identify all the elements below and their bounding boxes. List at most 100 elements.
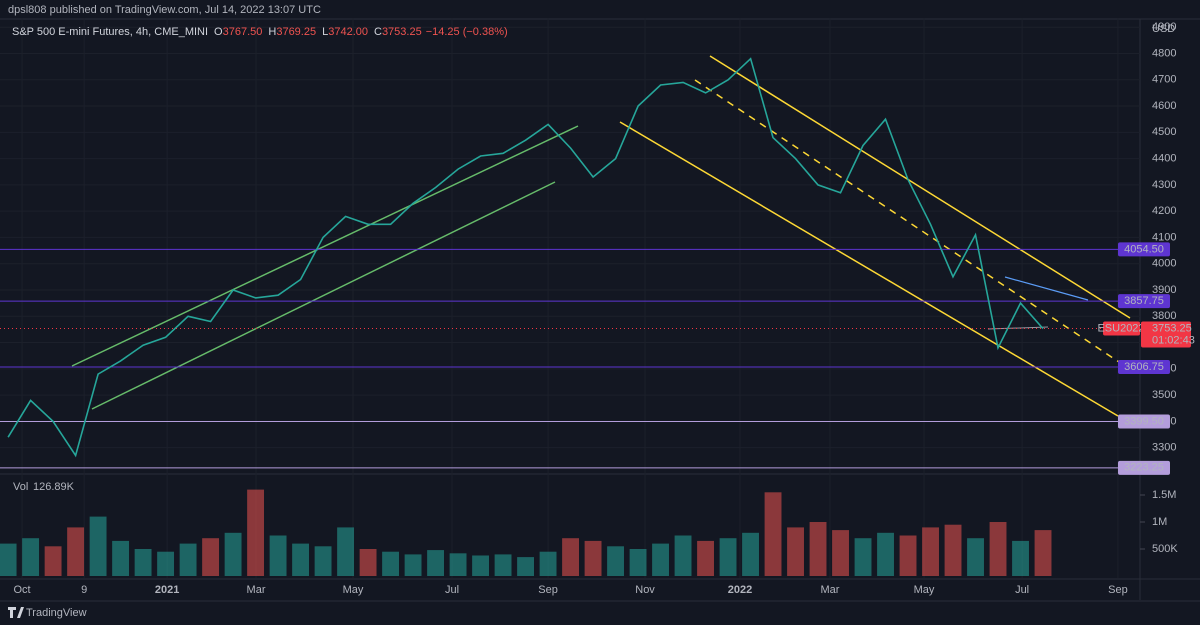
volume-bar	[1034, 530, 1052, 576]
x-tick-label: 2022	[728, 584, 752, 596]
volume-bar	[494, 554, 512, 576]
volume-tick-label: 1.5M	[1152, 489, 1176, 501]
legend-item: 3769.25	[276, 26, 316, 38]
volume-bar	[359, 549, 377, 576]
volume-bar	[922, 527, 939, 576]
wedge-line	[1004, 276, 1089, 301]
volume-bar	[0, 543, 17, 576]
volume-bar	[292, 543, 310, 576]
volume-bar	[112, 540, 130, 576]
volume-title: Vol	[13, 481, 28, 493]
volume-bar	[584, 540, 602, 576]
level-label: 3606.75	[1124, 361, 1164, 373]
y-tick-label: 4000	[1152, 258, 1176, 270]
level-tag	[1118, 414, 1170, 429]
legend: S&P 500 E-mini Futures, 4h, CME_MINI O376…	[12, 26, 508, 38]
legend-item: −14.25 (−0.38%)	[426, 26, 508, 38]
volume-bar	[742, 532, 759, 576]
volume-bar	[989, 522, 1007, 576]
volume-bar	[967, 538, 984, 576]
channel-line	[71, 125, 579, 367]
volume-bar	[652, 543, 669, 576]
volume-bar	[719, 538, 737, 576]
volume-bar	[224, 532, 242, 576]
countdown: 01:02:43	[1152, 334, 1195, 346]
volume-bar	[314, 546, 332, 576]
marks: 3300340035003600370038003900400041004200…	[0, 21, 1195, 596]
legend-item: 3753.25	[382, 26, 422, 38]
level-tag	[1118, 294, 1170, 309]
legend-item: S&P 500 E-mini Futures, 4h, CME_MINI	[12, 26, 208, 38]
volume-bar	[472, 555, 490, 576]
y-tick-label: 3900	[1152, 284, 1176, 296]
volume-bar	[202, 538, 220, 576]
volume-tick-label: 500K	[1152, 543, 1178, 555]
x-tick-label: 9	[81, 584, 87, 596]
volume-bar	[382, 551, 400, 576]
x-tick-label: Jul	[1015, 584, 1029, 596]
x-tick-label: Sep	[1108, 584, 1128, 596]
x-tick-label: Nov	[635, 584, 655, 596]
y-tick-label: 4400	[1152, 152, 1176, 164]
legend-item: H	[268, 26, 276, 38]
volume-bar	[899, 535, 917, 576]
volume-bar	[337, 527, 355, 576]
volume-bar	[22, 538, 40, 576]
legend-item: 3767.50	[223, 26, 263, 38]
y-tick-label: 4200	[1152, 205, 1176, 217]
volume-bar	[89, 516, 107, 576]
volume-tick-label: 1M	[1152, 516, 1167, 528]
volume-bar	[607, 546, 624, 576]
currency: USD	[1152, 23, 1175, 35]
volume-bar	[877, 532, 894, 576]
y-tick-label: 4700	[1152, 74, 1176, 86]
volume-bar	[517, 557, 535, 576]
volume-bar	[809, 522, 827, 576]
level-label: 3857.75	[1124, 295, 1164, 307]
legend-item: L	[322, 26, 328, 38]
footer-brand: TradingView	[26, 607, 87, 619]
volume-bar	[787, 527, 804, 576]
volume-bar	[697, 540, 714, 576]
x-tick-label: May	[914, 584, 935, 596]
volume-bar	[67, 527, 85, 576]
last-price-label: 3753.25	[1152, 322, 1192, 334]
logo-icon	[8, 607, 24, 618]
volume-bar	[44, 546, 62, 576]
x-tick-label: Mar	[247, 584, 266, 596]
footer-logo: TradingView	[8, 607, 87, 619]
x-tick-label: Oct	[13, 584, 30, 596]
publisher: dpsl808 published on TradingView.com, Ju…	[8, 4, 321, 16]
legend-item: O	[214, 26, 223, 38]
volume-bar	[854, 538, 872, 576]
legend-item: 3742.00	[328, 26, 368, 38]
volume-bar	[832, 530, 849, 576]
channel-line	[91, 181, 556, 410]
level-tag	[1118, 460, 1170, 475]
price-line	[7, 57, 1044, 458]
volume-bar	[179, 543, 197, 576]
y-tick-label: 3300	[1152, 442, 1176, 454]
y-tick-label: 4100	[1152, 231, 1176, 243]
volume-bar	[674, 535, 692, 576]
x-tick-label: Mar	[820, 584, 839, 596]
volume-last: 126.89K	[33, 481, 75, 493]
y-tick-label: 4300	[1152, 179, 1176, 191]
wedge-line	[987, 326, 1049, 330]
y-tick-label: 4500	[1152, 126, 1176, 138]
volume-bar	[134, 549, 152, 576]
level-label: 3399.50	[1124, 415, 1164, 427]
volume-bar	[562, 538, 579, 576]
volume-bar	[404, 554, 422, 576]
y-tick-label: 3800	[1152, 310, 1176, 322]
level-tag	[1118, 242, 1170, 257]
symbol-tag: ESU2022	[1097, 322, 1144, 334]
volume-bar	[269, 535, 287, 576]
level-label: 4054.50	[1124, 243, 1164, 255]
volume-bar	[427, 550, 445, 576]
level-tag	[1118, 360, 1170, 375]
volume-bar	[449, 553, 467, 576]
symbol-tag-box	[1103, 321, 1140, 336]
